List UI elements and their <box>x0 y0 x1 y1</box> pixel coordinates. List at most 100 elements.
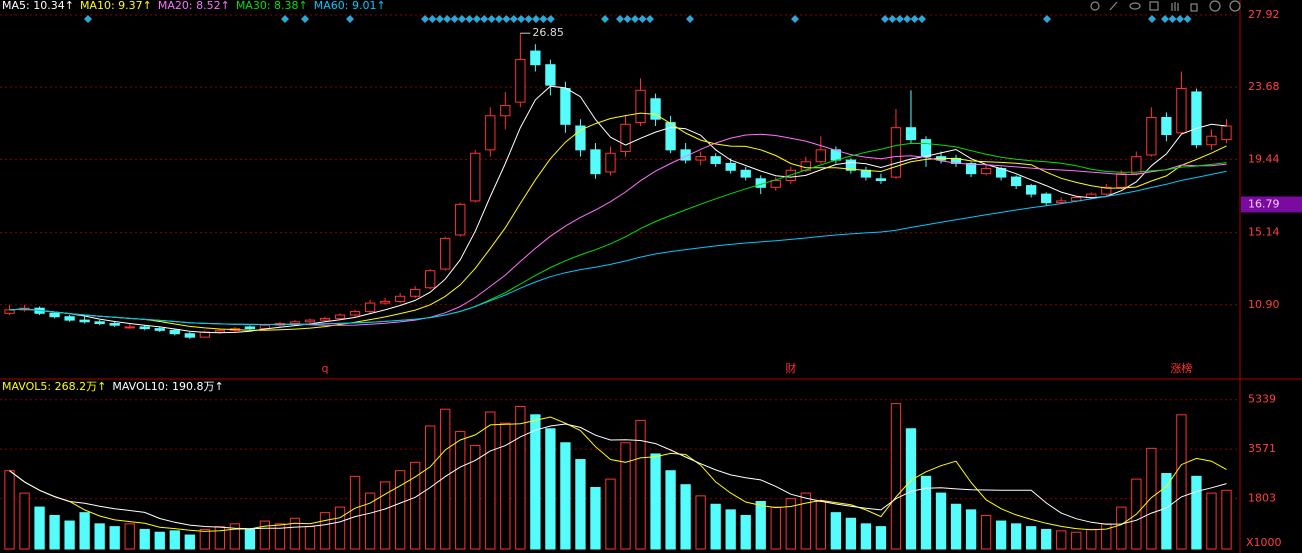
lock-icon[interactable] <box>1190 3 1198 12</box>
event-marker: q <box>322 362 329 375</box>
volume-bar <box>1161 473 1172 550</box>
signal-diamond <box>435 15 444 23</box>
candle-body <box>710 156 721 164</box>
signal-diamond <box>1161 15 1169 23</box>
zoom-in-icon[interactable] <box>1209 0 1221 12</box>
candle-body <box>1221 125 1232 141</box>
candle-body <box>410 288 421 297</box>
signal-diamond <box>509 15 518 23</box>
signal-diamond <box>888 15 897 23</box>
signal-diamond <box>458 15 466 23</box>
volume-bar <box>94 523 105 550</box>
volume-bar <box>154 531 165 550</box>
signal-diamond <box>1043 15 1051 23</box>
candle-body <box>560 88 571 125</box>
volume-bar <box>935 492 947 550</box>
signal-diamond <box>918 15 926 23</box>
signal-diamond <box>301 15 309 23</box>
candle-body <box>289 321 301 325</box>
ma-legend: MA5: 10.34↑ <box>2 0 74 12</box>
candle-body <box>259 324 271 330</box>
mavol-line <box>9 423 1227 530</box>
candle-body <box>815 149 826 163</box>
volume-bar <box>1101 523 1112 550</box>
volume-bar <box>1086 528 1097 550</box>
signal-diamond <box>539 15 548 23</box>
ma-line <box>9 112 1227 331</box>
signal-diamond <box>1148 15 1156 23</box>
signal-diamond <box>623 15 632 23</box>
volume-bar <box>1071 531 1082 550</box>
last-price-label: 16.79 <box>1248 197 1280 210</box>
volume-bar <box>650 453 661 550</box>
candle-body <box>64 316 75 321</box>
signal-diamond <box>495 15 503 23</box>
signal-diamond <box>638 15 647 23</box>
candle-body <box>1206 135 1217 146</box>
candle-body <box>1116 173 1127 188</box>
y-tick-label: 19.44 <box>1248 152 1280 165</box>
volume-bar <box>334 506 346 550</box>
volume-bar <box>710 503 721 550</box>
volume-bar <box>800 492 811 550</box>
signal-markers <box>84 15 1192 23</box>
candle-body <box>455 203 466 236</box>
settings-icon[interactable] <box>1090 1 1100 11</box>
volume-bar <box>440 408 451 550</box>
draw-icon[interactable] <box>1109 1 1118 11</box>
volume-bar <box>319 512 331 550</box>
candle-body <box>440 237 451 270</box>
candle-body <box>1010 176 1022 187</box>
volume-bar <box>725 509 736 550</box>
signal-diamond <box>895 15 904 23</box>
candle-body <box>379 300 391 304</box>
signal-diamond <box>84 15 92 23</box>
y-tick-label: 23.68 <box>1248 80 1280 93</box>
volume-bar <box>680 484 691 550</box>
signal-diamond <box>421 15 429 23</box>
volume-bar <box>950 503 962 550</box>
volume-bar <box>1221 489 1232 550</box>
hand-icon[interactable] <box>1171 2 1179 11</box>
volume-bar <box>1191 475 1202 550</box>
signal-diamond <box>686 15 694 23</box>
candle-body <box>1191 91 1202 146</box>
candle-body <box>394 295 406 302</box>
volume-bar <box>485 411 496 550</box>
candle-body <box>695 156 706 161</box>
candle-body <box>349 311 361 316</box>
store-icon[interactable] <box>1149 1 1159 11</box>
candle-body <box>470 152 481 202</box>
signal-diamond <box>903 15 912 23</box>
volume-bar <box>1206 492 1217 550</box>
signal-diamond <box>524 15 533 23</box>
mavol-legend: MAVOL10: 190.8万↑ <box>112 380 223 393</box>
candle-body <box>94 321 105 325</box>
volume-bar <box>890 403 902 550</box>
signal-diamond <box>517 15 526 23</box>
volume-bar <box>575 459 586 550</box>
volume-bar <box>1116 506 1127 550</box>
view-icon[interactable] <box>1129 2 1141 10</box>
candle-body <box>890 127 902 178</box>
candle-body <box>545 64 556 86</box>
zoom-out-icon[interactable] <box>1229 0 1241 12</box>
volume-bar <box>590 486 601 550</box>
candle-body <box>425 270 436 289</box>
volume-bar <box>49 514 60 550</box>
signal-diamond <box>646 15 654 23</box>
last-price-box <box>1241 196 1302 213</box>
volume-bar <box>304 526 316 550</box>
candle-body <box>1161 116 1172 136</box>
ma-line <box>9 85 1227 334</box>
volume-bar <box>635 419 646 550</box>
volume-bar <box>124 523 135 550</box>
y-tick-label: 27.92 <box>1248 8 1280 21</box>
volume-bar <box>349 475 361 550</box>
volume-bar <box>139 528 150 550</box>
mavol-legend: MAVOL5: 268.2万↑ <box>2 380 106 393</box>
volume-bar <box>1056 530 1067 550</box>
volume-bar <box>1146 447 1157 550</box>
candle-body <box>845 159 857 171</box>
